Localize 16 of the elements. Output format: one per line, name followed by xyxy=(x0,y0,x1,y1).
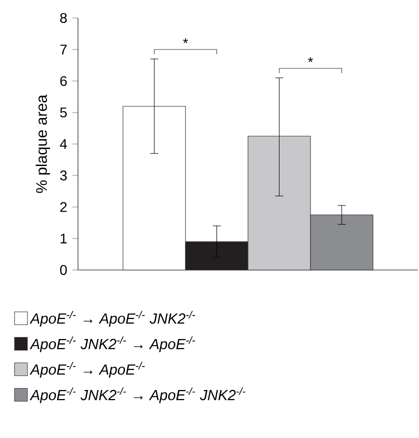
y-tick-label: 4 xyxy=(60,139,67,149)
y-tick-label: 1 xyxy=(60,234,67,244)
legend-label: ApoE$^{-/-}$ → ApoE$^{-/-}$ xyxy=(30,362,145,378)
annotation: * xyxy=(183,38,188,44)
y-tick-label: 5 xyxy=(60,108,67,118)
y-tick-label: 2 xyxy=(60,202,67,212)
legend-label: ApoE$^{-/-}$ → ApoE$^{-/-}$ JNK2$^{-/-}$ xyxy=(30,310,196,327)
legend-label: ApoE$^{-/-}$ JNK2$^{-/-}$ → ApoE$^{-/-}$ xyxy=(30,336,196,352)
legend-label: ApoE$^{-/-}$ JNK2$^{-/-}$ → ApoE$^{-/-}$ JNK2$^{-/-}$ xyxy=(30,387,246,404)
y-tick-label: 7 xyxy=(60,44,67,54)
y-tick-label: 6 xyxy=(60,76,67,86)
annotation: * xyxy=(308,57,314,62)
y-tick-label: 3 xyxy=(60,170,67,180)
y-tick-label: 0 xyxy=(60,265,67,275)
y-tick-label: 8 xyxy=(60,13,67,23)
y-axis-title: % plaque area xyxy=(36,94,50,193)
